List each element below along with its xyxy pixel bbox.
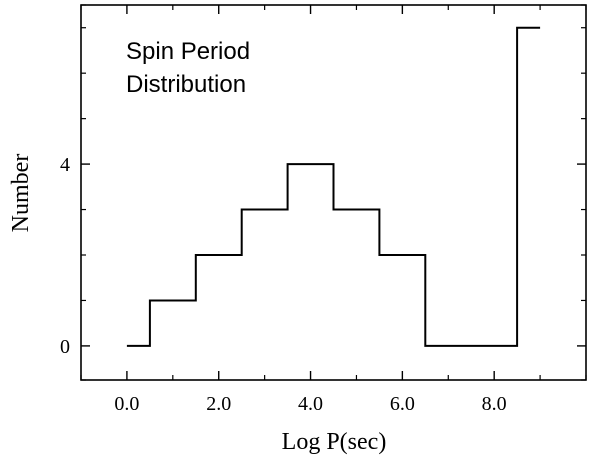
x-tick-label-2: 4.0	[298, 393, 323, 415]
x-tick-label-3: 6.0	[390, 393, 415, 415]
histogram-step-line	[126, 26, 541, 347]
x-tick-labels: 0.0 2.0 4.0 6.0 8.0	[114, 393, 506, 415]
x-axis-label: Log P(sec)	[282, 429, 387, 455]
y-tick-label-0: 0	[60, 336, 70, 358]
chart-title-line-2: Distribution	[126, 71, 246, 98]
y-tick-label-1: 4	[60, 154, 70, 176]
y-tick-labels: 04	[60, 154, 70, 358]
chart-title-line-1: Spin Period	[126, 38, 250, 65]
x-tick-label-4: 8.0	[482, 393, 507, 415]
x-tick-label-1: 2.0	[206, 393, 231, 415]
plot-frame	[80, 4, 587, 381]
x-tick-label-0: 0.0	[114, 393, 139, 415]
y-axis-label: Number	[8, 154, 34, 233]
axis-ticks	[80, 4, 587, 381]
